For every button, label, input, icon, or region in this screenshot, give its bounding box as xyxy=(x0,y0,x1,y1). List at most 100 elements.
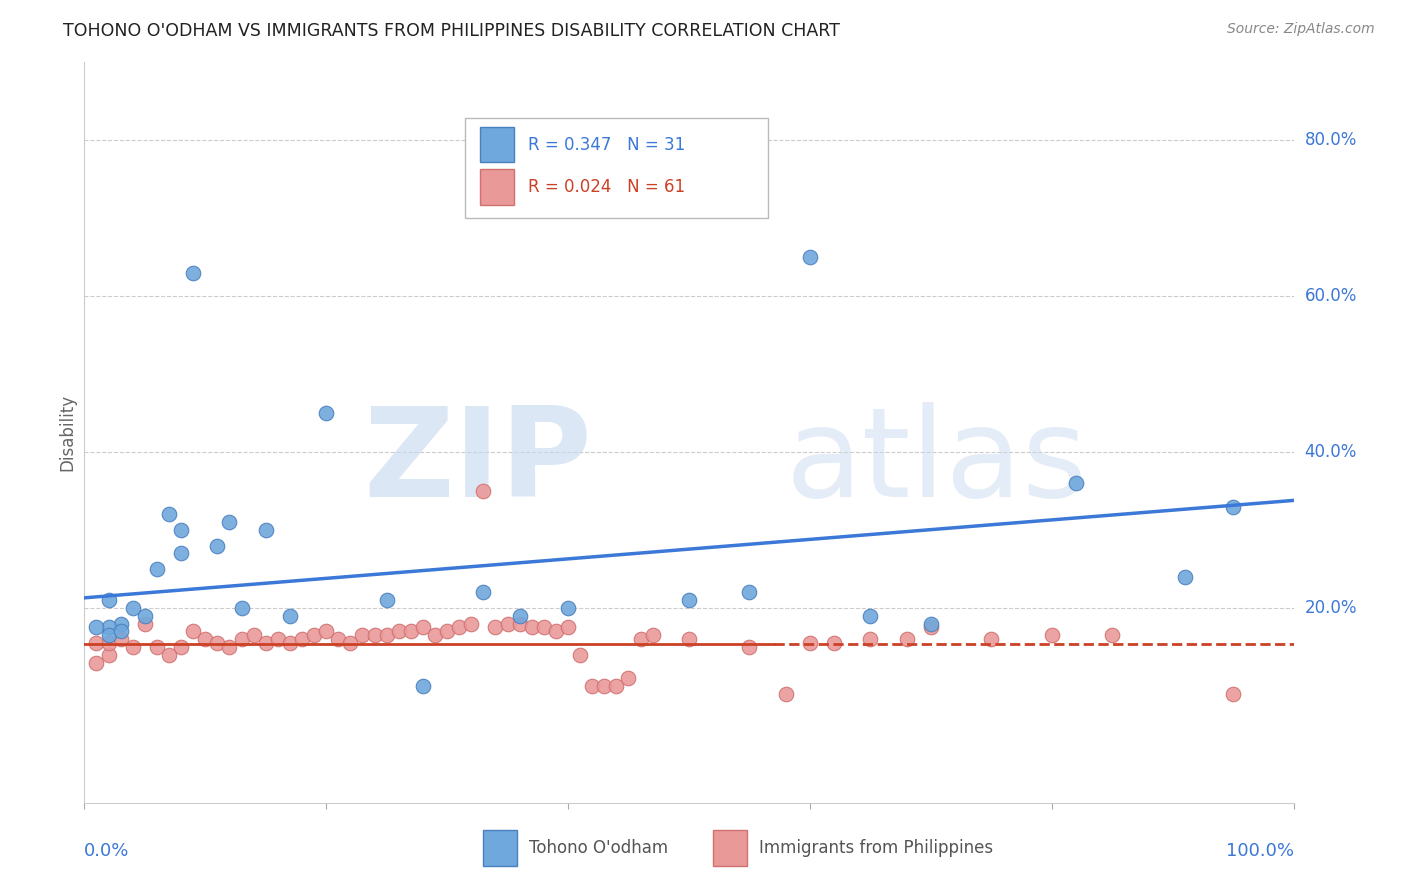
Point xyxy=(449,620,471,634)
Point xyxy=(278,636,301,650)
Text: Tohono O'odham: Tohono O'odham xyxy=(529,839,668,857)
Point xyxy=(920,616,942,631)
Point xyxy=(278,608,301,623)
Point xyxy=(315,406,337,420)
Point xyxy=(97,648,120,662)
Text: TOHONO O'ODHAM VS IMMIGRANTS FROM PHILIPPINES DISABILITY CORRELATION CHART: TOHONO O'ODHAM VS IMMIGRANTS FROM PHILIP… xyxy=(63,22,841,40)
Point xyxy=(146,640,169,654)
Text: 100.0%: 100.0% xyxy=(1226,842,1294,860)
Point xyxy=(146,562,169,576)
Point xyxy=(436,624,458,639)
Point xyxy=(121,640,143,654)
Point xyxy=(472,484,495,499)
Point xyxy=(207,636,229,650)
Point xyxy=(157,648,180,662)
Text: R = 0.024   N = 61: R = 0.024 N = 61 xyxy=(529,178,685,196)
Point xyxy=(97,593,120,607)
Point xyxy=(231,632,253,647)
Point xyxy=(641,628,664,642)
Point xyxy=(134,616,156,631)
Point xyxy=(412,679,434,693)
Point xyxy=(181,266,204,280)
Point xyxy=(1222,500,1244,514)
Bar xyxy=(713,830,747,866)
Point xyxy=(412,620,434,634)
Point xyxy=(678,593,700,607)
Point xyxy=(738,640,761,654)
Point xyxy=(859,608,882,623)
Point xyxy=(181,624,204,639)
Point xyxy=(605,679,627,693)
Point xyxy=(980,632,1002,647)
Point xyxy=(170,523,193,537)
Point xyxy=(231,601,253,615)
Point xyxy=(328,632,350,647)
Text: ZIP: ZIP xyxy=(364,401,592,523)
Point xyxy=(544,624,567,639)
Text: Immigrants from Philippines: Immigrants from Philippines xyxy=(759,839,993,857)
Bar xyxy=(465,118,768,218)
Point xyxy=(134,608,156,623)
Point xyxy=(110,616,132,631)
Point xyxy=(86,636,108,650)
Point xyxy=(218,640,240,654)
Point xyxy=(352,628,374,642)
Text: Source: ZipAtlas.com: Source: ZipAtlas.com xyxy=(1227,22,1375,37)
Point xyxy=(569,648,592,662)
Point xyxy=(557,620,579,634)
Point xyxy=(799,250,821,264)
Point xyxy=(472,585,495,599)
Point xyxy=(520,620,543,634)
Point xyxy=(617,671,640,685)
Point xyxy=(254,636,277,650)
Point xyxy=(460,616,482,631)
Point xyxy=(97,620,120,634)
Point xyxy=(121,601,143,615)
Point xyxy=(315,624,337,639)
Text: 0.0%: 0.0% xyxy=(84,842,129,860)
Point xyxy=(920,620,942,634)
Text: atlas: atlas xyxy=(786,401,1088,523)
Point xyxy=(738,585,761,599)
Text: 80.0%: 80.0% xyxy=(1305,131,1357,149)
Point xyxy=(1064,476,1087,491)
Point xyxy=(339,636,361,650)
Point xyxy=(557,601,579,615)
Point xyxy=(581,679,603,693)
Point xyxy=(86,620,108,634)
Point xyxy=(1040,628,1063,642)
Bar xyxy=(479,127,513,162)
Point xyxy=(496,616,519,631)
Point xyxy=(170,640,193,654)
Point xyxy=(423,628,446,642)
Point xyxy=(859,632,882,647)
Point xyxy=(678,632,700,647)
Point xyxy=(97,628,120,642)
Point xyxy=(484,620,506,634)
Point xyxy=(823,636,845,650)
Point xyxy=(218,515,240,529)
Point xyxy=(375,593,398,607)
Point xyxy=(110,624,132,639)
Point xyxy=(1174,570,1197,584)
Point xyxy=(630,632,652,647)
Point xyxy=(509,616,531,631)
Point xyxy=(170,546,193,560)
Point xyxy=(775,687,797,701)
Point xyxy=(799,636,821,650)
Text: 40.0%: 40.0% xyxy=(1305,443,1357,461)
Point xyxy=(157,508,180,522)
Bar xyxy=(479,169,513,204)
Text: 60.0%: 60.0% xyxy=(1305,287,1357,305)
Point xyxy=(363,628,385,642)
Point xyxy=(254,523,277,537)
Point xyxy=(302,628,325,642)
Point xyxy=(1101,628,1123,642)
Bar xyxy=(484,830,517,866)
Point xyxy=(509,608,531,623)
Text: 20.0%: 20.0% xyxy=(1305,599,1357,617)
Point xyxy=(291,632,314,647)
Point xyxy=(593,679,616,693)
Point xyxy=(242,628,264,642)
Point xyxy=(194,632,217,647)
